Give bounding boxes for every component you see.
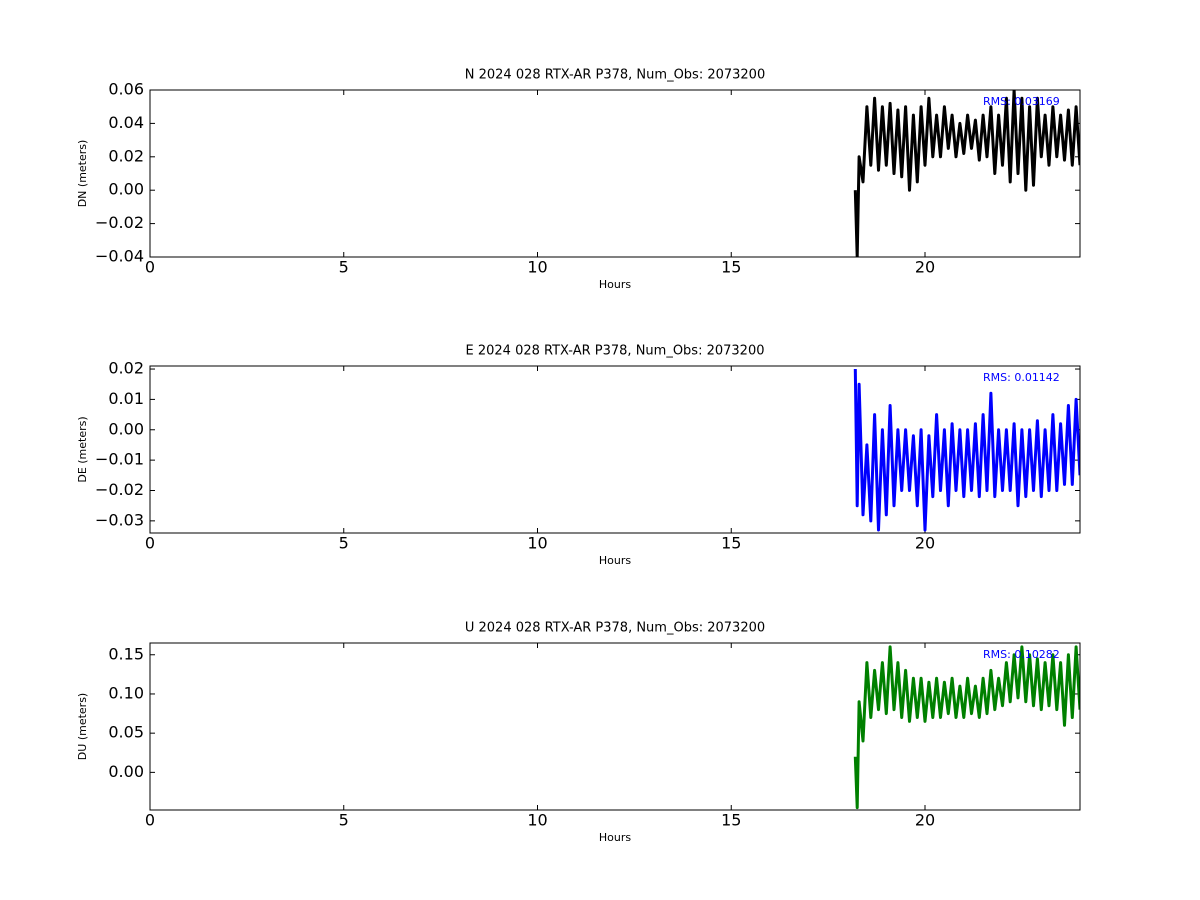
y-tick-label: −0.01 [95, 450, 144, 469]
subplot: U 2024 028 RTX-AR P378, Num_Obs: 2073200… [76, 621, 1081, 844]
axes-frame [149, 642, 1081, 811]
y-tick-label: 0.04 [108, 113, 144, 132]
y-tick-label: 0.15 [108, 644, 144, 663]
y-tick-label: 0.02 [108, 146, 144, 165]
axes-frame [149, 89, 1081, 258]
x-tick-label: 20 [915, 258, 935, 277]
x-tick-label: 0 [145, 534, 155, 553]
y-tick-label: 0.00 [108, 762, 144, 781]
x-tick-label: 20 [915, 811, 935, 830]
x-axis-label: Hours [599, 554, 631, 567]
y-tick-label: −0.04 [95, 247, 144, 266]
y-tick-label: 0.02 [108, 359, 144, 378]
x-axis-label: Hours [599, 278, 631, 291]
axes-frame [149, 365, 1081, 534]
subplot-title: E 2024 028 RTX-AR P378, Num_Obs: 2073200 [466, 344, 765, 359]
rms-annotation: RMS: 0.03169 [983, 95, 1060, 108]
y-axis-label: DN (meters) [76, 140, 89, 208]
subplot: N 2024 028 RTX-AR P378, Num_Obs: 2073200… [76, 68, 1081, 291]
subplot: E 2024 028 RTX-AR P378, Num_Obs: 2073200… [76, 344, 1081, 567]
x-tick-label: 5 [339, 811, 349, 830]
rms-annotation: RMS: 0.10282 [983, 648, 1060, 661]
y-tick-label: 0.06 [108, 80, 144, 99]
y-tick-label: 0.00 [108, 419, 144, 438]
y-tick-label: 0.01 [108, 389, 144, 408]
x-tick-label: 10 [527, 258, 547, 277]
y-tick-label: −0.03 [95, 510, 144, 529]
y-tick-label: 0.10 [108, 683, 144, 702]
data-line [853, 645, 1080, 810]
y-tick-label: 0.00 [108, 180, 144, 199]
x-tick-label: 15 [721, 811, 741, 830]
subplot-title: U 2024 028 RTX-AR P378, Num_Obs: 2073200 [465, 621, 765, 636]
x-tick-label: 15 [721, 534, 741, 553]
y-tick-label: −0.02 [95, 213, 144, 232]
x-tick-label: 10 [527, 811, 547, 830]
x-axis-label: Hours [599, 831, 631, 844]
x-tick-label: 15 [721, 258, 741, 277]
subplot-title: N 2024 028 RTX-AR P378, Num_Obs: 2073200 [465, 68, 765, 83]
y-tick-label: 0.05 [108, 723, 144, 742]
data-line [853, 90, 1080, 257]
x-tick-label: 5 [339, 258, 349, 277]
rms-annotation: RMS: 0.01142 [983, 371, 1060, 384]
data-line [853, 368, 1080, 532]
x-tick-label: 0 [145, 258, 155, 277]
y-axis-label: DU (meters) [76, 693, 89, 760]
x-tick-label: 20 [915, 534, 935, 553]
x-tick-label: 10 [527, 534, 547, 553]
y-axis-label: DE (meters) [76, 416, 89, 482]
x-tick-label: 0 [145, 811, 155, 830]
x-tick-label: 5 [339, 534, 349, 553]
y-tick-label: −0.02 [95, 480, 144, 499]
